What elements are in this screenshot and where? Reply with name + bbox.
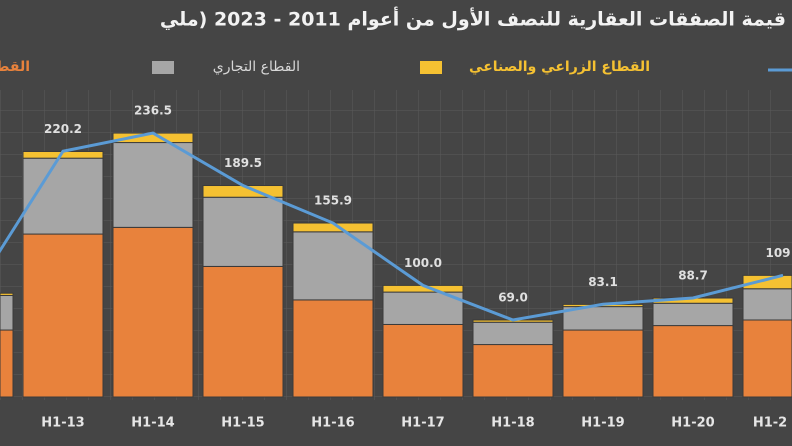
- x-tick-label: H1-2: [753, 416, 787, 431]
- x-tick-label: H1-15: [221, 416, 264, 431]
- data-label: 88.7: [678, 269, 708, 283]
- bar-segment: [652, 325, 734, 398]
- bar-segment: [112, 142, 194, 228]
- legend-label: القطاع التجاري: [213, 59, 300, 75]
- x-tick-label: H1-18: [491, 416, 534, 431]
- bar-segment: [472, 344, 554, 398]
- bar-segment: [562, 329, 644, 398]
- bar-segment: [292, 299, 374, 398]
- bar-segment: [202, 185, 284, 198]
- data-label: 220.2: [44, 122, 82, 136]
- legend-label: القطاع الزراعي والصناعي: [469, 59, 650, 75]
- data-label: 155.9: [314, 194, 352, 208]
- data-label: 236.5: [134, 104, 172, 118]
- x-tick-label: H1-19: [581, 416, 624, 431]
- bar-segment: [0, 294, 14, 331]
- bar-segment: [0, 329, 14, 398]
- x-tick-label: H1-16: [311, 416, 354, 431]
- bar-segment: [742, 319, 792, 398]
- legend-label: القط: [0, 59, 30, 75]
- data-label: 189.5: [224, 156, 262, 170]
- legend-swatch: [420, 61, 442, 74]
- bar-segment: [742, 274, 792, 290]
- bar-segment: [382, 291, 464, 325]
- bar-segment: [0, 292, 14, 296]
- x-tick-label: H1-20: [671, 416, 714, 431]
- bar-segment: [742, 288, 792, 321]
- bar-segment: [22, 157, 104, 235]
- bar-segment: [652, 302, 734, 327]
- x-tick-label: H1-17: [401, 416, 444, 431]
- data-label: 100.0: [404, 256, 442, 270]
- bar-segment: [112, 226, 194, 398]
- data-label: 83.1: [588, 275, 618, 289]
- chart-title: قيمة الصفقات العقارية للنصف الأول من أعو…: [160, 7, 786, 31]
- data-label: 109: [765, 246, 790, 260]
- line: [0, 131, 784, 322]
- bar-segment: [472, 321, 554, 346]
- bar-segment: [22, 233, 104, 398]
- bar-segment: [382, 323, 464, 398]
- x-tick-label: H1-13: [41, 416, 84, 431]
- bar-segment: [202, 196, 284, 267]
- data-label: 69.0: [498, 290, 528, 304]
- x-tick-label: H1-14: [131, 416, 174, 431]
- legend: القط القطاع التجاري القطاع الزراعي والصن…: [0, 59, 792, 75]
- legend-swatch: [152, 61, 174, 74]
- bar-segment: [202, 265, 284, 398]
